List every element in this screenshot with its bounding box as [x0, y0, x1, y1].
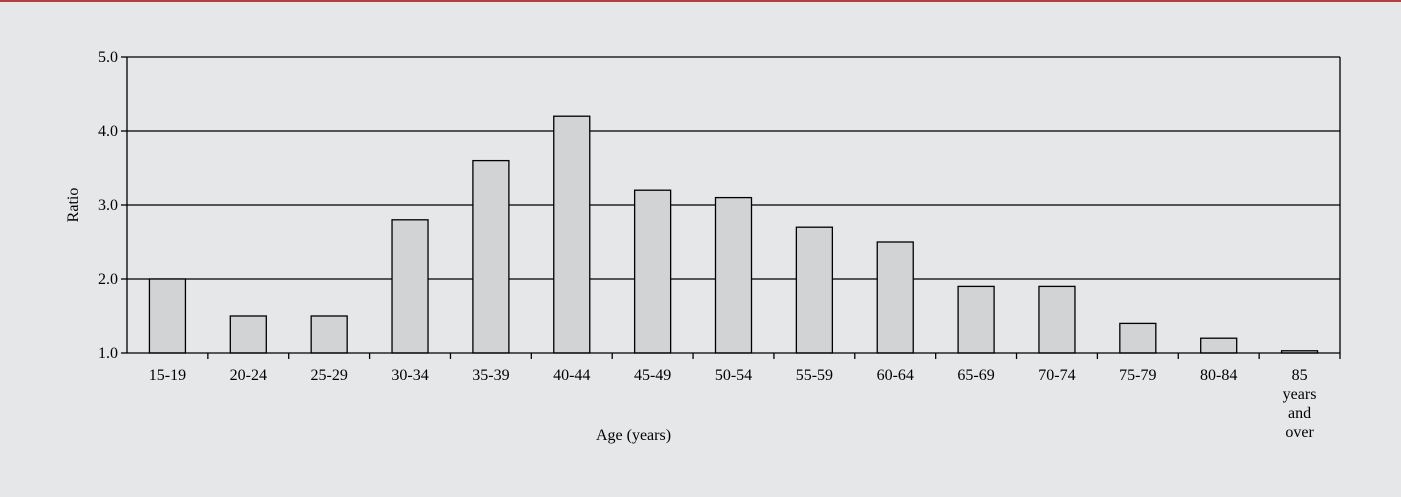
y-tick-label: 5.0 [98, 49, 118, 66]
y-tick-label: 2.0 [98, 271, 118, 288]
x-tick-label: 60-64 [877, 367, 914, 384]
x-tick-label: 70-74 [1038, 367, 1075, 384]
bar [391, 219, 429, 354]
x-tick-label: 85 years and over [1283, 367, 1317, 441]
x-tick-label: 20-24 [230, 367, 267, 384]
bar [472, 159, 510, 354]
x-tick-label: 75-79 [1119, 367, 1156, 384]
x-tick-label-line: 85 [1292, 367, 1308, 384]
bar [553, 115, 591, 354]
bar [633, 189, 672, 354]
bar [1119, 322, 1157, 354]
x-tick-labels: 15-19 20-24 25-29 30-34 35-39 40-44 45-49 50-54… [149, 367, 1317, 441]
bar [957, 285, 995, 354]
x-axis-title: Age (years) [596, 427, 671, 444]
x-tick-label-line: years [1283, 386, 1317, 403]
y-tick-label: 1.0 [98, 345, 118, 362]
x-tick-label: 35-39 [472, 367, 509, 384]
top-rule [0, 0, 1401, 2]
y-tick-labels: 1.0 2.0 3.0 4.0 5.0 [98, 49, 118, 362]
bar [876, 241, 914, 354]
y-axis-title: Ratio [65, 188, 82, 223]
bar [1038, 285, 1076, 354]
axes [121, 56, 1341, 359]
bar [148, 278, 187, 354]
x-tick-label: 55-59 [796, 367, 833, 384]
x-tick-label: 65-69 [957, 367, 994, 384]
x-tick-label-line: over [1285, 424, 1314, 441]
x-tick-label: 25-29 [311, 367, 348, 384]
x-tick-label: 80-84 [1200, 367, 1237, 384]
x-tick-label-line: and [1288, 405, 1311, 422]
bar [795, 226, 834, 354]
y-tick-label: 3.0 [98, 197, 118, 214]
bars [148, 115, 1319, 354]
bar [1200, 337, 1238, 354]
bar [229, 315, 267, 354]
x-tick-label: 45-49 [634, 367, 671, 384]
bar [714, 196, 753, 354]
y-tick-label: 4.0 [98, 123, 118, 140]
bar [310, 315, 348, 354]
x-tick-label: 30-34 [391, 367, 428, 384]
x-tick-label: 15-19 [149, 367, 186, 384]
x-tick-label: 50-54 [715, 367, 752, 384]
x-tick-label: 40-44 [553, 367, 590, 384]
